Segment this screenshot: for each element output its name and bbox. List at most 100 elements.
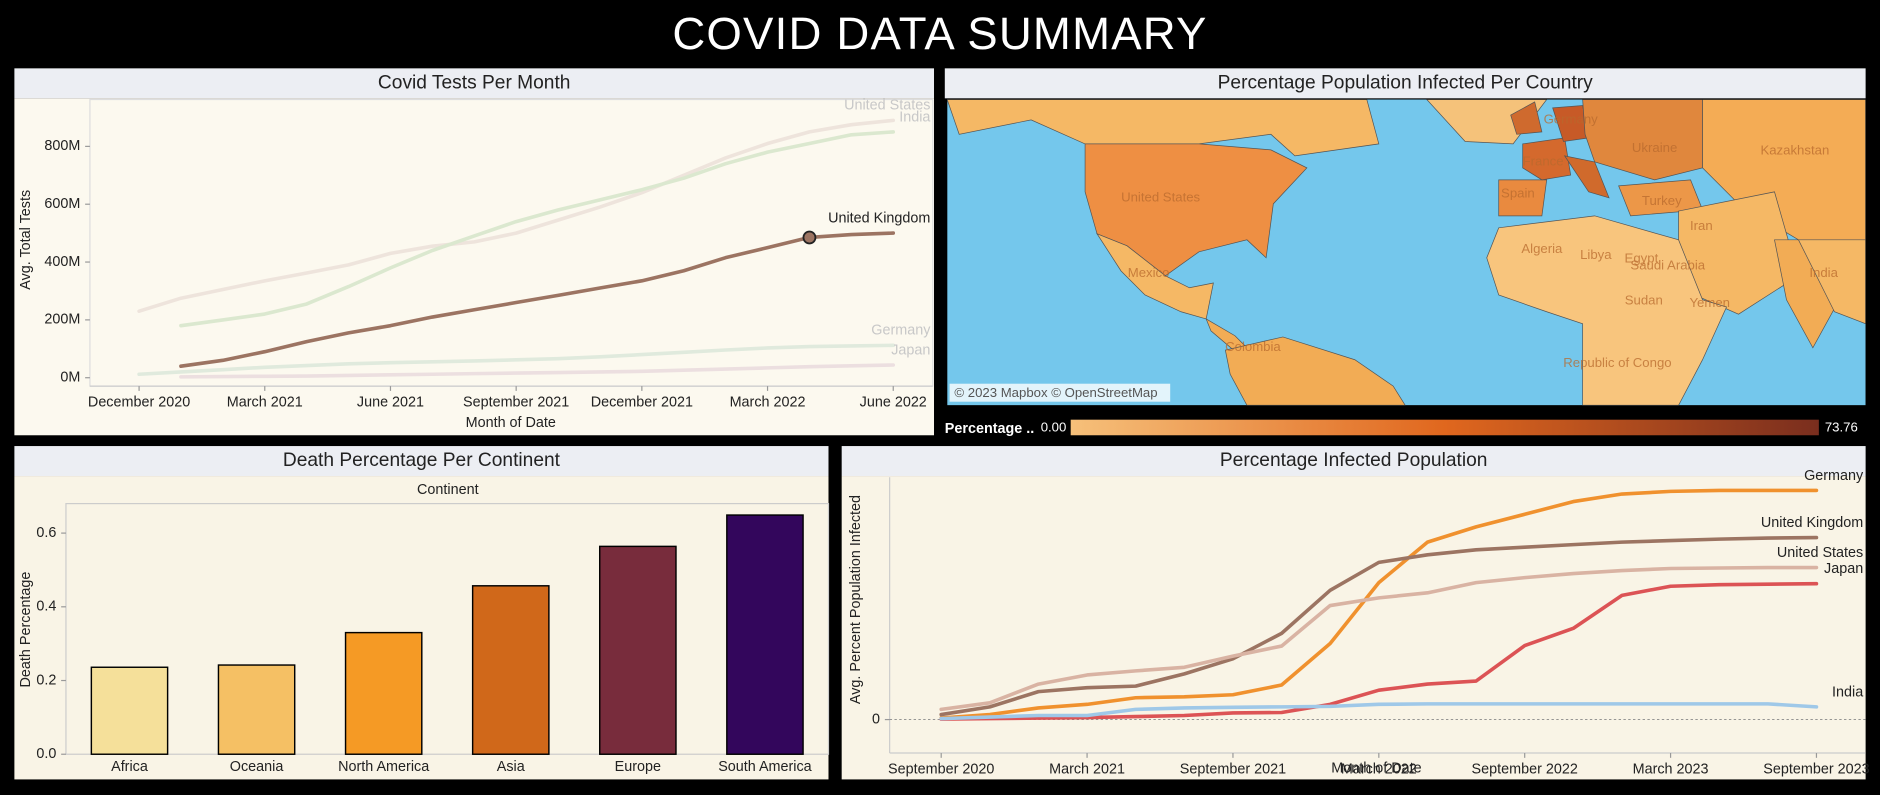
x-tick-label: March 2021 bbox=[227, 395, 303, 411]
series-line bbox=[939, 535, 1819, 717]
country-label: Mexico bbox=[1128, 265, 1170, 280]
y-axis-title: Avg. Total Tests bbox=[18, 190, 34, 290]
country-label: Egypt bbox=[1625, 250, 1659, 265]
panel-body bbox=[841, 476, 1866, 780]
series-label: Germany bbox=[1804, 468, 1864, 484]
x-tick-label: Oceania bbox=[230, 759, 284, 775]
x-tick-label: September 2021 bbox=[463, 395, 569, 411]
country-label: Spain bbox=[1501, 186, 1535, 201]
y-tick-label: 0 bbox=[872, 711, 880, 727]
series-line bbox=[939, 581, 1819, 721]
y-tick-label: 0.0 bbox=[36, 746, 56, 762]
country bbox=[1797, 239, 1866, 325]
country-label: Turkey bbox=[1642, 193, 1682, 208]
map: United States Mexico Colombia Germany France… bbox=[947, 99, 1866, 406]
legend-min: 0.00 bbox=[1041, 420, 1067, 435]
country bbox=[1563, 155, 1610, 199]
y-tick-label: 800M bbox=[44, 138, 80, 154]
panel-title: Covid Tests Per Month bbox=[378, 72, 571, 93]
series-line bbox=[939, 488, 1819, 720]
y-tick-label: 200M bbox=[44, 312, 80, 328]
panel-header bbox=[841, 446, 1866, 477]
bar bbox=[217, 664, 296, 755]
x-tick-label: Europe bbox=[615, 759, 661, 775]
panel-header bbox=[14, 68, 935, 99]
country-label: Algeria bbox=[1521, 241, 1563, 256]
series-line bbox=[137, 343, 896, 377]
attribution-bg bbox=[949, 383, 1171, 402]
series-label: Germany bbox=[871, 323, 931, 339]
x-tick-label: September 2023 bbox=[1763, 762, 1869, 778]
column-header: Continent bbox=[417, 482, 479, 498]
series-label: Japan bbox=[891, 342, 930, 358]
country-label: France bbox=[1523, 153, 1564, 168]
x-tick-label: Asia bbox=[497, 759, 525, 775]
legend-title: Percentage .. bbox=[945, 421, 1034, 437]
x-tick-label: September 2022 bbox=[1472, 762, 1578, 778]
series-label: United Kingdom bbox=[828, 211, 930, 227]
series-line bbox=[179, 231, 896, 369]
x-tick-label: March 2022 bbox=[730, 395, 806, 411]
x-tick-label: March 2022 bbox=[1341, 762, 1417, 778]
series-label: United States bbox=[844, 98, 930, 114]
panel-title: Percentage Infected Population bbox=[1220, 450, 1488, 471]
series-line bbox=[179, 130, 896, 328]
series-label: India bbox=[899, 109, 930, 125]
series-label: United Kingdom bbox=[1761, 515, 1863, 531]
x-tick-label: North America bbox=[338, 759, 429, 775]
y-axis-title: Avg. Percent Population Infected bbox=[848, 495, 864, 704]
country bbox=[947, 99, 1380, 157]
country-label: Ukraine bbox=[1632, 140, 1677, 155]
country-label: Sudan bbox=[1625, 292, 1663, 307]
x-tick-label: December 2021 bbox=[591, 395, 693, 411]
x-axis-title: Month of Date bbox=[466, 415, 556, 431]
y-tick-label: 0.4 bbox=[36, 599, 56, 615]
country-label: Republic of Congo bbox=[1563, 355, 1671, 370]
y-tick-label: 600M bbox=[44, 196, 80, 212]
panel-body bbox=[14, 98, 935, 436]
y-tick-label: 400M bbox=[44, 254, 80, 270]
country-label: United States bbox=[1121, 189, 1200, 204]
x-tick-label: June 2022 bbox=[860, 395, 927, 411]
country-label: Saudi Arabia bbox=[1630, 258, 1705, 273]
country-label: Germany bbox=[1544, 111, 1599, 126]
series-label: India bbox=[1832, 684, 1863, 700]
panel-header bbox=[14, 446, 829, 477]
y-tick-label: 0M bbox=[60, 370, 80, 386]
country bbox=[1096, 233, 1214, 320]
series-line bbox=[939, 565, 1819, 712]
x-axis-title: Month of Date bbox=[1331, 760, 1421, 776]
bar bbox=[90, 666, 169, 755]
country bbox=[1582, 99, 1703, 181]
attribution: © 2023 Mapbox © OpenStreetMap bbox=[954, 385, 1157, 400]
x-tick-label: September 2020 bbox=[888, 762, 994, 778]
bar bbox=[599, 545, 677, 755]
dashboard-title: COVID DATA SUMMARY bbox=[672, 8, 1207, 59]
country bbox=[1486, 215, 1728, 406]
legend-gradient bbox=[1070, 419, 1819, 436]
y-tick-label: 0.2 bbox=[36, 672, 56, 688]
country bbox=[1522, 137, 1572, 181]
x-tick-label: December 2020 bbox=[88, 395, 190, 411]
x-tick-label: June 2021 bbox=[357, 395, 424, 411]
x-tick-label: South America bbox=[718, 759, 811, 775]
panel-title: Death Percentage Per Continent bbox=[283, 450, 561, 471]
country-label: Kazakhstan bbox=[1760, 143, 1829, 158]
series-line bbox=[137, 118, 896, 313]
bar bbox=[726, 514, 804, 755]
country-label: Yemen bbox=[1689, 295, 1730, 310]
series-line bbox=[179, 363, 896, 379]
country bbox=[1498, 179, 1548, 217]
country bbox=[1510, 101, 1543, 135]
country-label: Iran bbox=[1690, 218, 1713, 233]
x-tick-label: Africa bbox=[111, 759, 148, 775]
x-tick-label: September 2021 bbox=[1180, 762, 1286, 778]
panel-title: Percentage Population Infected Per Count… bbox=[1218, 72, 1594, 93]
country-label: Colombia bbox=[1225, 339, 1281, 354]
bar bbox=[471, 585, 550, 755]
x-tick-label: March 2023 bbox=[1633, 762, 1709, 778]
country-label: Libya bbox=[1580, 247, 1612, 262]
panel-header bbox=[944, 68, 1866, 99]
